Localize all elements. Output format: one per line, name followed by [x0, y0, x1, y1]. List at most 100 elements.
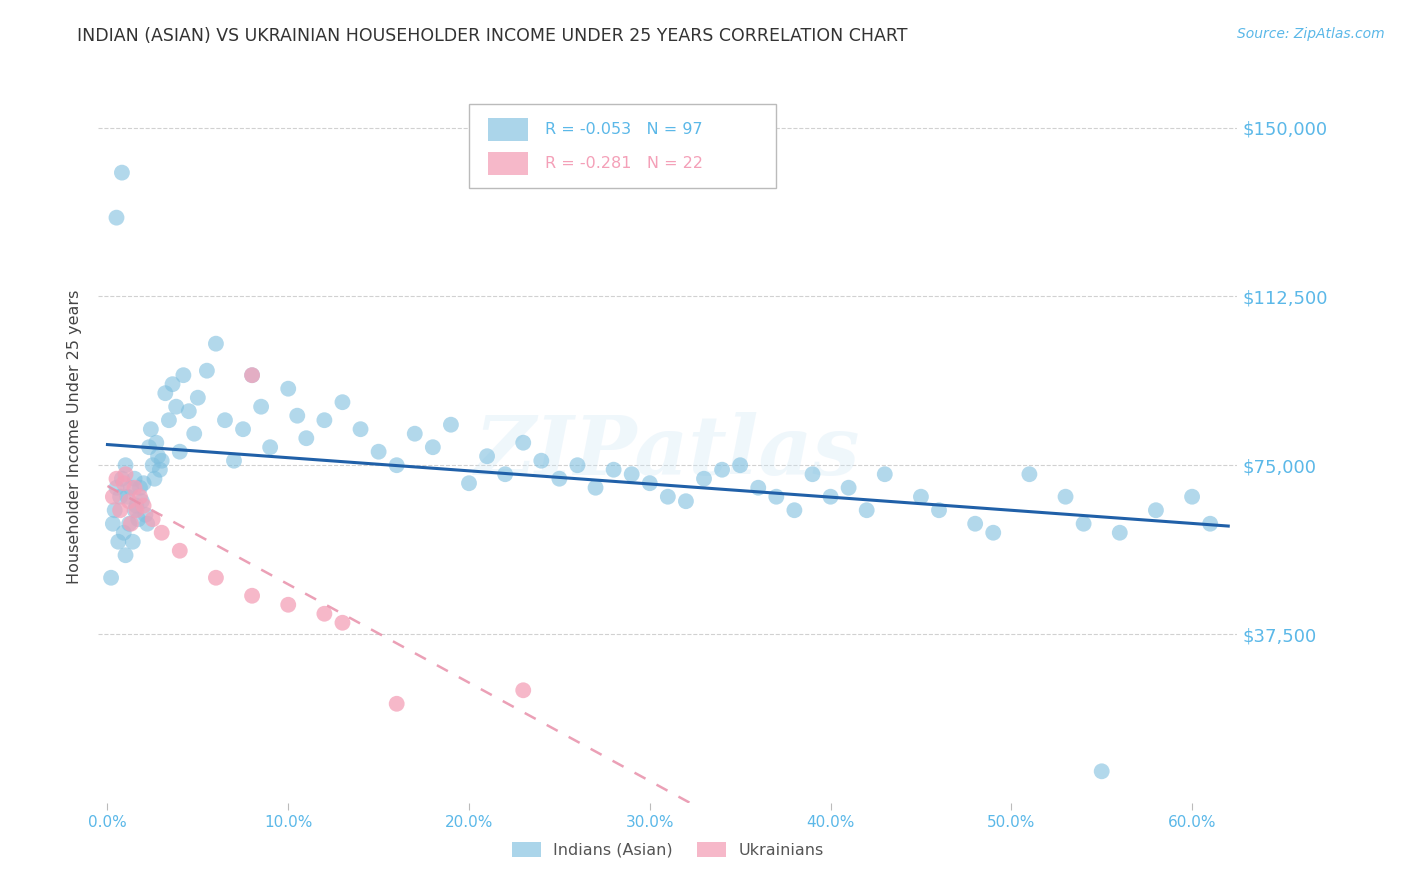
Point	[1073, 516, 1095, 531]
FancyBboxPatch shape	[488, 118, 527, 141]
Point	[1018, 467, 1040, 482]
Point	[385, 697, 408, 711]
Point	[422, 440, 444, 454]
Point	[187, 391, 209, 405]
Point	[657, 490, 679, 504]
Point	[458, 476, 481, 491]
Point	[928, 503, 950, 517]
Point	[105, 481, 128, 495]
Text: Source: ZipAtlas.com: Source: ZipAtlas.com	[1237, 27, 1385, 41]
Point	[120, 481, 142, 495]
Point	[100, 571, 122, 585]
Text: INDIAN (ASIAN) VS UKRAINIAN HOUSEHOLDER INCOME UNDER 25 YEARS CORRELATION CHART: INDIAN (ASIAN) VS UKRAINIAN HOUSEHOLDER …	[77, 27, 908, 45]
Point	[693, 472, 716, 486]
Point	[385, 458, 408, 473]
Point	[132, 499, 155, 513]
Point	[747, 481, 769, 495]
Point	[1199, 516, 1222, 531]
Point	[765, 490, 787, 504]
Point	[125, 503, 148, 517]
Point	[112, 525, 135, 540]
Point	[981, 525, 1004, 540]
Point	[131, 494, 153, 508]
Point	[120, 516, 142, 531]
Point	[149, 463, 172, 477]
Point	[165, 400, 187, 414]
Point	[104, 503, 127, 517]
Point	[146, 449, 169, 463]
Point	[205, 336, 228, 351]
Point	[1181, 490, 1204, 504]
Point	[277, 598, 299, 612]
Point	[240, 589, 263, 603]
Point	[214, 413, 236, 427]
Point	[1144, 503, 1167, 517]
Point	[125, 499, 148, 513]
Point	[638, 476, 661, 491]
Point	[728, 458, 751, 473]
Point	[585, 481, 607, 495]
Text: R = -0.281   N = 22: R = -0.281 N = 22	[546, 156, 703, 170]
Point	[711, 463, 734, 477]
Point	[150, 525, 173, 540]
Point	[118, 494, 141, 508]
Point	[101, 490, 124, 504]
Point	[121, 534, 143, 549]
Point	[138, 440, 160, 454]
Point	[801, 467, 824, 482]
Point	[134, 508, 156, 522]
Point	[259, 440, 281, 454]
Point	[172, 368, 194, 383]
Point	[169, 444, 191, 458]
Point	[142, 512, 165, 526]
Point	[114, 467, 136, 482]
Point	[314, 607, 336, 621]
Point	[873, 467, 896, 482]
Point	[855, 503, 877, 517]
Point	[440, 417, 463, 432]
Point	[404, 426, 426, 441]
Point	[530, 453, 553, 467]
Point	[124, 503, 146, 517]
Point	[108, 503, 131, 517]
Point	[1091, 764, 1114, 779]
Point	[475, 449, 498, 463]
Point	[139, 422, 162, 436]
Point	[112, 476, 135, 491]
Point	[205, 571, 228, 585]
Point	[910, 490, 932, 504]
Point	[240, 368, 263, 383]
Point	[124, 472, 146, 486]
Point	[177, 404, 200, 418]
Point	[250, 400, 273, 414]
Point	[783, 503, 806, 517]
Point	[127, 512, 149, 526]
Point	[965, 516, 987, 531]
Point	[129, 490, 152, 504]
Point	[129, 481, 152, 495]
Y-axis label: Householder Income Under 25 years: Householder Income Under 25 years	[67, 290, 83, 584]
Point	[349, 422, 371, 436]
Point	[132, 476, 155, 491]
Point	[155, 386, 177, 401]
Point	[118, 516, 141, 531]
Point	[105, 472, 128, 486]
Point	[675, 494, 697, 508]
Point	[240, 368, 263, 383]
Point	[107, 534, 129, 549]
Point	[124, 481, 146, 495]
Point	[367, 444, 389, 458]
Point	[285, 409, 308, 423]
Point	[136, 516, 159, 531]
Point	[169, 543, 191, 558]
Text: R = -0.053   N = 97: R = -0.053 N = 97	[546, 122, 703, 137]
Point	[620, 467, 643, 482]
Point	[838, 481, 860, 495]
Point	[820, 490, 842, 504]
Point	[277, 382, 299, 396]
Point	[111, 166, 134, 180]
Point	[222, 453, 245, 467]
Legend: Indians (Asian), Ukrainians: Indians (Asian), Ukrainians	[506, 836, 830, 864]
Point	[162, 377, 184, 392]
Point	[494, 467, 516, 482]
